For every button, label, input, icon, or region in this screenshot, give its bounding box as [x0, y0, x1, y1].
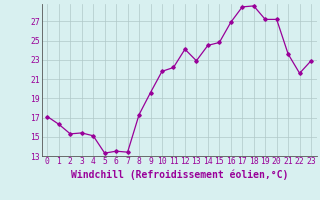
X-axis label: Windchill (Refroidissement éolien,°C): Windchill (Refroidissement éolien,°C): [70, 169, 288, 180]
